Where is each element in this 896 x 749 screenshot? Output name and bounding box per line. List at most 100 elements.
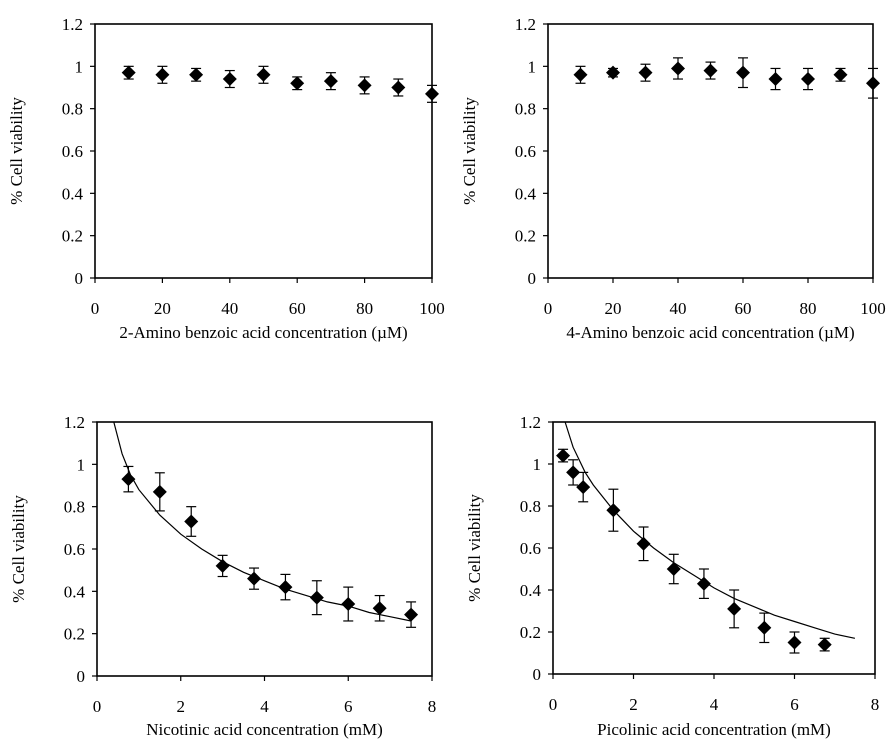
data-point — [341, 597, 356, 612]
y-tick-label: 1.2 — [515, 15, 536, 34]
y-tick-label: 0.6 — [520, 539, 541, 558]
x-tick-label: 40 — [670, 299, 687, 318]
y-tick-label: 0.4 — [520, 581, 542, 600]
y-tick-label: 1 — [75, 57, 84, 76]
x-tick-label: 2 — [177, 697, 186, 716]
x-tick-label: 0 — [91, 299, 100, 318]
data-point — [696, 576, 711, 591]
x-axis-label: 2-Amino benzoic acid concentration (µM) — [119, 323, 407, 342]
data-point — [606, 65, 620, 80]
data-point — [215, 558, 230, 573]
y-tick-label: 0 — [533, 665, 542, 684]
x-axis-label: Picolinic acid concentration (mM) — [597, 720, 831, 739]
fit-curve — [113, 421, 412, 622]
data-point — [566, 465, 581, 480]
y-tick-label: 0.6 — [515, 142, 536, 161]
data-point — [278, 580, 293, 595]
x-tick-label: 4 — [710, 695, 719, 714]
x-tick-label: 40 — [221, 299, 238, 318]
data-point — [576, 480, 591, 495]
x-tick-label: 2 — [629, 695, 638, 714]
data-point — [152, 484, 167, 499]
x-tick-label: 0 — [549, 695, 558, 714]
x-tick-label: 8 — [428, 697, 437, 716]
x-tick-label: 100 — [860, 299, 886, 318]
data-point — [757, 620, 772, 635]
chart-panel-picolinic: 0 0.2 0.4 0.6 0.8 1 1.2 0 2 4 6 8 Picolinic acid con… — [465, 413, 879, 739]
y-tick-label: 0.2 — [515, 227, 536, 246]
y-tick-label: 0 — [75, 269, 84, 288]
data-point — [801, 72, 815, 87]
data-point — [671, 61, 685, 76]
y-tick-label: 0.2 — [520, 623, 541, 642]
y-tick-label: 0.4 — [62, 184, 84, 203]
x-tick-label: 20 — [605, 299, 622, 318]
x-axis-label: 4-Amino benzoic acid concentration (µM) — [566, 323, 854, 342]
data-point — [121, 65, 136, 80]
y-tick-label: 0 — [528, 269, 537, 288]
data-point — [573, 67, 588, 82]
data-point — [256, 67, 271, 82]
data-point — [556, 448, 571, 463]
y-tick-label: 1.2 — [520, 413, 541, 432]
y-axis-label: % Cell viability — [460, 97, 479, 205]
data-point — [727, 601, 742, 616]
y-tick-label: 0.8 — [62, 100, 83, 119]
data-point — [866, 76, 880, 91]
chart-panel-2-amino-benzoic: 0 0.2 0.4 0.6 0.8 1 1.2 0 20 40 60 80 100 2-Amino ben… — [7, 15, 445, 342]
x-tick-label: 20 — [154, 299, 171, 318]
data-point — [121, 472, 136, 487]
x-tick-label: 80 — [356, 299, 373, 318]
data-point — [666, 562, 681, 576]
data-point — [290, 76, 305, 91]
y-tick-label: 1 — [528, 57, 537, 76]
plot-frame — [552, 421, 876, 675]
data-point — [787, 635, 802, 650]
y-tick-label: 0.6 — [64, 540, 85, 559]
data-point — [155, 67, 170, 82]
data-point — [184, 514, 199, 529]
data-point — [391, 80, 406, 95]
chart-panel-nicotinic: 0 0.2 0.4 0.6 0.8 1 1.2 0 2 4 6 8 Nicotinic acid con… — [9, 413, 436, 739]
y-tick-label: 0.2 — [62, 227, 83, 246]
x-tick-label: 60 — [735, 299, 752, 318]
data-point — [636, 536, 651, 551]
data-point — [309, 590, 324, 605]
y-tick-label: 0.8 — [515, 100, 536, 119]
fit-curve — [564, 421, 856, 639]
data-point — [404, 607, 419, 622]
y-axis-label: % Cell viability — [465, 494, 484, 602]
data-point — [817, 637, 832, 652]
y-axis-label: % Cell viability — [7, 97, 26, 205]
x-tick-label: 60 — [289, 299, 306, 318]
data-point — [833, 67, 848, 82]
data-point — [768, 72, 783, 87]
data-point — [247, 571, 262, 586]
data-point — [222, 72, 237, 87]
x-axis-label: Nicotinic acid concentration (mM) — [146, 720, 383, 739]
x-tick-label: 80 — [800, 299, 817, 318]
y-tick-label: 0 — [77, 667, 86, 686]
y-tick-label: 1 — [77, 455, 86, 474]
x-tick-label: 6 — [344, 697, 353, 716]
x-tick-label: 100 — [419, 299, 445, 318]
y-tick-label: 0.2 — [64, 625, 85, 644]
plot-frame — [96, 421, 433, 677]
data-point — [323, 74, 338, 89]
data-point — [736, 65, 750, 80]
data-point — [357, 78, 372, 93]
y-tick-label: 1.2 — [62, 15, 83, 34]
x-tick-label: 6 — [790, 695, 799, 714]
y-axis-label: % Cell viability — [9, 495, 28, 603]
plot-frame — [94, 23, 433, 279]
data-point — [606, 503, 621, 518]
data-point — [425, 86, 439, 101]
y-tick-label: 1.2 — [64, 413, 85, 432]
x-tick-label: 8 — [871, 695, 880, 714]
chart-panel-4-amino-benzoic: 0 0.2 0.4 0.6 0.8 1 1.2 0 20 40 60 80 100 4-Amino ben… — [460, 15, 886, 342]
y-tick-label: 0.8 — [64, 498, 85, 517]
x-tick-label: 0 — [544, 299, 553, 318]
data-point — [703, 63, 718, 78]
y-tick-label: 0.6 — [62, 142, 83, 161]
